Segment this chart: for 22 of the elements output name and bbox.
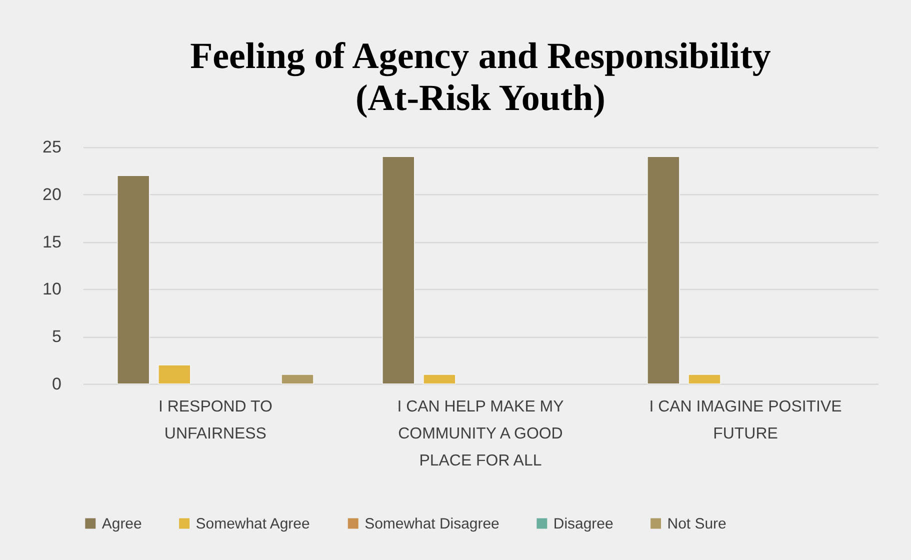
y-tick-label: 5 [52,327,62,346]
bar [382,156,415,384]
y-tick-label: 20 [42,184,62,204]
legend-label: Somewhat Agree [196,515,310,532]
x-tick-label: I CAN IMAGINE POSITIVE FUTURE [649,398,842,442]
y-tick-label: 0 [52,374,62,394]
bar [281,374,314,384]
bar [423,374,456,384]
chart-title: Feeling of Agency and Responsibility (At-Risk Youth) [190,35,772,118]
x-tick-label: I RESPOND TO UNFAIRNESS [158,398,272,442]
legend-label: Somewhat Disagree [364,515,500,532]
x-tick-label: I CAN HELP MAKE MY COMMUNITY A GOOD PLACE FOR ALL [397,398,564,470]
bar [688,374,721,384]
legend-label: Not Sure [667,515,726,532]
bar [158,364,191,384]
y-tick-label: 10 [42,280,62,299]
y-tick-label: 15 [42,232,62,252]
legend-label: Agree [102,515,142,532]
bar [116,175,150,384]
y-tick-label: 25 [42,138,62,157]
legend-label: Disagree [553,515,614,532]
bar [647,156,680,384]
